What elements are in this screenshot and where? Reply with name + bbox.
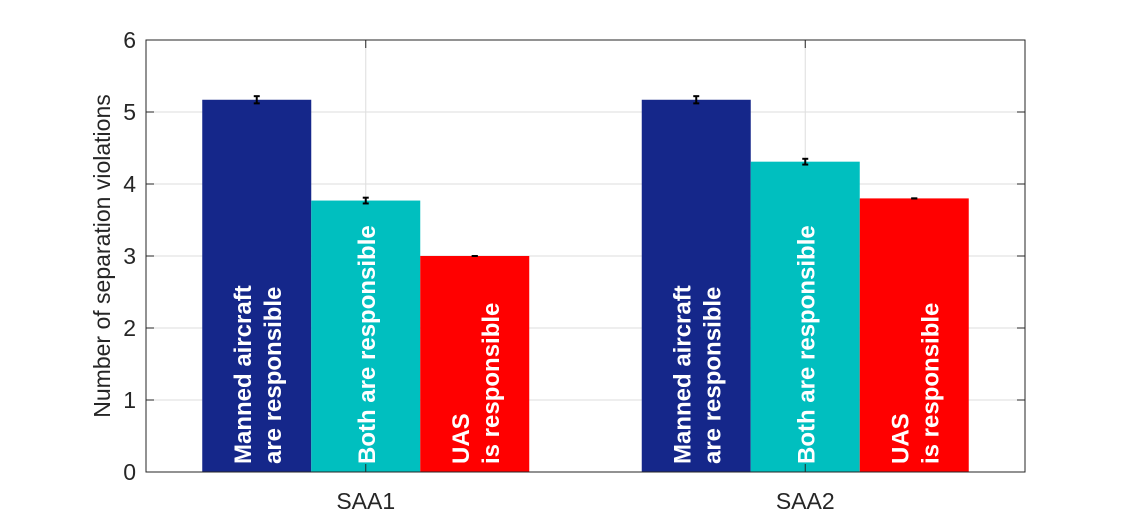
bar-label: is responsible <box>917 303 944 464</box>
bar-labels-layer: Manned aircraft are responsible Both are r… <box>230 225 945 464</box>
bar <box>420 256 530 472</box>
x-tick-label: SAA1 <box>336 488 395 514</box>
bar <box>202 99 312 472</box>
y-axis-title: Number of separation violations <box>89 94 115 417</box>
y-tick-label: 2 <box>123 315 136 341</box>
ticks-layer: 0 1 2 3 4 5 6 SAA1 SAA2 <box>123 27 1025 514</box>
bar-label: UAS <box>448 413 475 464</box>
bar-label: is responsible <box>478 303 505 464</box>
bar-label: Manned aircraft <box>230 285 257 464</box>
bar-label: Both are responsible <box>354 225 381 464</box>
bar-label: are responsible <box>260 287 287 464</box>
bar <box>750 161 860 472</box>
bar <box>859 198 969 472</box>
y-tick-label: 0 <box>123 459 136 485</box>
bar <box>311 200 421 472</box>
y-tick-label: 5 <box>123 99 136 125</box>
bar-label: Manned aircraft <box>669 285 696 464</box>
error-bars-layer <box>253 95 918 257</box>
y-tick-label: 4 <box>123 171 136 197</box>
y-tick-label: 6 <box>123 27 136 53</box>
bar <box>641 99 751 472</box>
bar-label: UAS <box>887 413 914 464</box>
x-tick-label: SAA2 <box>776 488 835 514</box>
bar-label: are responsible <box>699 287 726 464</box>
bars-layer <box>202 99 969 472</box>
y-tick-label: 1 <box>123 387 136 413</box>
y-tick-label: 3 <box>123 243 136 269</box>
bar-label: Both are responsible <box>793 225 820 464</box>
